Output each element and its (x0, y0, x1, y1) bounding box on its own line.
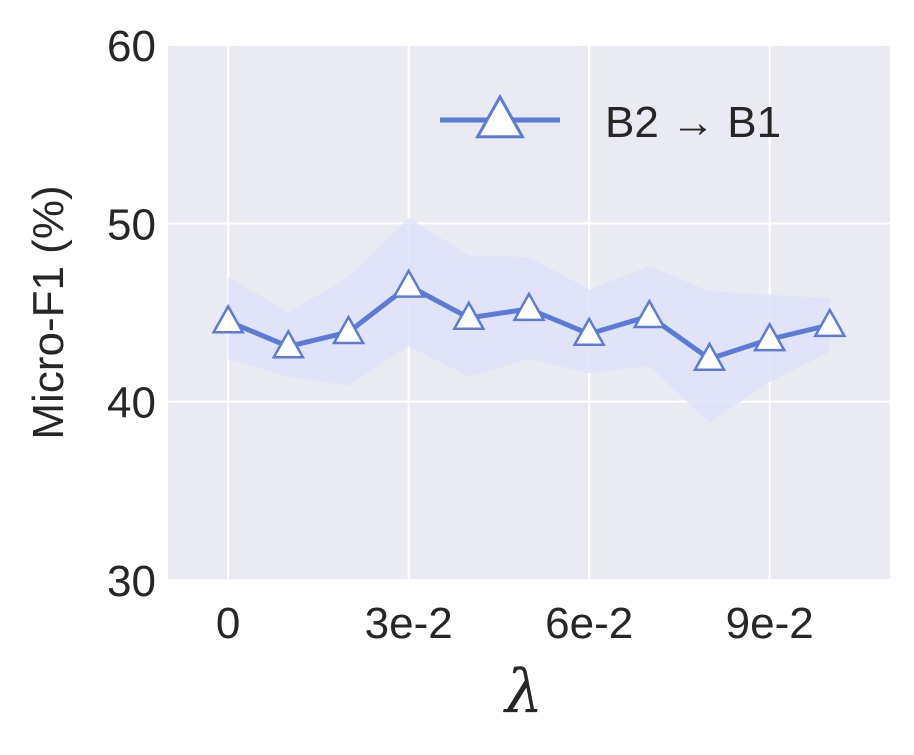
x-axis-label: λ (503, 657, 543, 727)
data-point-marker (692, 341, 727, 371)
data-point-marker (271, 328, 306, 359)
data-point-marker (632, 298, 667, 329)
x-tick-label: 9e-2 (726, 599, 814, 648)
y-tick-label: 40 (107, 379, 156, 428)
y-axis-label: Micro-F1 (%) (24, 185, 73, 439)
x-tick-label: 0 (216, 599, 240, 648)
y-tick-labels: 30 40 50 60 (107, 22, 156, 606)
x-tick-labels: 0 3e-2 6e-2 9e-2 (216, 599, 814, 648)
y-tick-label: 50 (107, 200, 156, 249)
data-point-marker (572, 316, 606, 347)
data-point-marker (452, 300, 486, 330)
y-tick-label: 60 (107, 22, 156, 71)
legend: B2 → B1 (440, 93, 781, 147)
data-point-marker (512, 291, 546, 322)
data-point-marker (752, 321, 787, 352)
x-tick-label: 3e-2 (365, 599, 453, 648)
data-point-marker (391, 268, 426, 298)
x-tick-label: 6e-2 (545, 599, 633, 648)
y-tick-label: 30 (107, 557, 156, 606)
data-point-marker (813, 307, 847, 338)
data-point-marker (331, 314, 366, 345)
data-points (211, 268, 847, 371)
legend-marker (475, 93, 525, 139)
legend-label: B2 → B1 (605, 98, 781, 147)
data-point-marker (211, 303, 245, 334)
